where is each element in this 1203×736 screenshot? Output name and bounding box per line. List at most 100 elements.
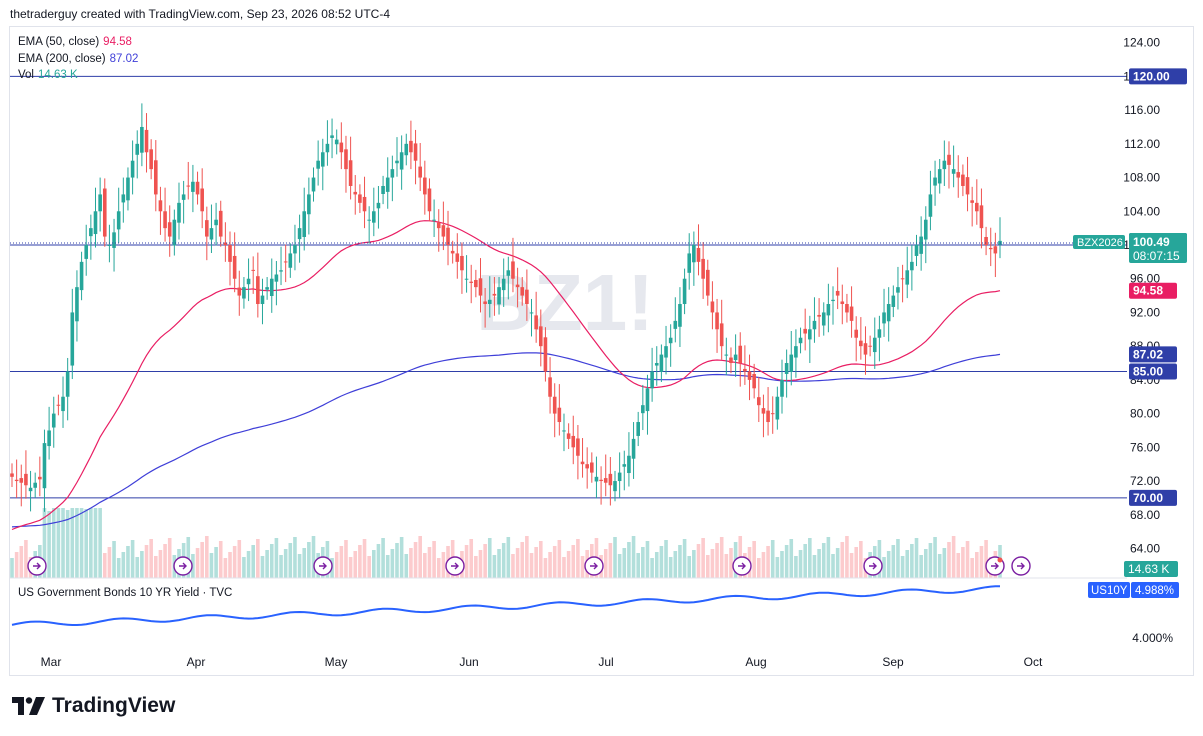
ema200-legend-value: 87.02 [109, 53, 139, 65]
volume-bar [970, 558, 974, 578]
volume-bar [153, 556, 158, 578]
volume-bar [367, 556, 371, 578]
volume-bar [548, 552, 552, 578]
badge-yield-symbol: US10Y [1091, 585, 1128, 597]
candle-body [84, 245, 89, 259]
candle-body [242, 287, 246, 299]
volume-bar [900, 556, 905, 578]
volume-bar [10, 558, 14, 578]
volume-bar [205, 536, 209, 578]
volume-bar [923, 549, 928, 578]
candle-body [548, 377, 552, 397]
volume-bar [654, 552, 659, 578]
candle-body [710, 301, 715, 313]
volume-bar [617, 554, 622, 578]
candle-body [302, 211, 307, 237]
candle-body [483, 301, 487, 305]
candle-body [214, 219, 218, 226]
volume-bar [334, 552, 339, 578]
ema200-legend[interactable]: EMA (200, close) 87.02 [18, 53, 138, 65]
candle-body [362, 196, 367, 212]
volume-bar [93, 508, 98, 578]
yield-legend[interactable]: US Government Bonds 10 YR Yield · TVC [18, 587, 233, 599]
volume-bar [492, 555, 497, 578]
ema50-legend[interactable]: EMA (50, close) 94.58 [18, 36, 132, 48]
volume-bar [840, 542, 845, 578]
chart-frame [9, 26, 1194, 676]
candle-body [775, 396, 780, 420]
volume-bar [789, 539, 794, 578]
volume-bar [191, 554, 195, 578]
volume-bar [167, 538, 172, 578]
badge-last-bg [1129, 233, 1187, 263]
volume-bar [464, 545, 469, 578]
volume-bar [14, 552, 19, 578]
volume-bar [770, 540, 775, 578]
volume-bar [61, 508, 65, 578]
badge-vol-bg [1124, 561, 1178, 577]
volume-bar [687, 556, 692, 578]
tradingview-logo[interactable]: TradingView [12, 694, 175, 718]
candle-body [265, 287, 269, 290]
volume-bar [650, 558, 654, 578]
volume-bar [116, 558, 121, 578]
candle-body [33, 482, 37, 488]
volume-bar [348, 557, 353, 578]
volume-bar [673, 551, 678, 578]
candle-body [56, 404, 61, 406]
volume-bar [297, 554, 302, 578]
time-axis-label: Oct [1024, 655, 1043, 669]
volume-bar [149, 539, 153, 578]
candle-body [571, 435, 576, 448]
volume-bar [228, 552, 232, 578]
volume-bar [831, 554, 835, 578]
badge-symbol-bg [1073, 235, 1125, 249]
badge-120: 120.00 [1133, 69, 1170, 83]
event-arrow-icon [319, 562, 327, 570]
candle-body [320, 152, 325, 167]
candle-body [808, 329, 812, 340]
candle-body [529, 312, 534, 314]
volume-bar [158, 550, 163, 578]
ema200-line [11, 352, 1001, 528]
badge-yield-value-bg [1131, 582, 1179, 598]
candle-body [886, 304, 891, 322]
badge-vol: 14.63 K [1128, 562, 1169, 576]
candle-body [585, 464, 589, 469]
volume-bar [413, 542, 418, 578]
volume-bar [534, 547, 538, 578]
candle-body [821, 312, 826, 326]
volume-bar [886, 551, 891, 578]
volume-bar [218, 541, 223, 578]
badge-yield-symbol-bg [1088, 582, 1130, 598]
yield-tick-label: 4.000% [1132, 631, 1173, 645]
volume-bar [487, 538, 492, 578]
volume-bar [664, 540, 668, 578]
candle-body [719, 323, 724, 347]
volume-bar [756, 558, 761, 578]
candle-body [687, 253, 692, 273]
volume-bar [817, 549, 821, 578]
candle-body [993, 246, 998, 254]
event-arrow-icon [869, 562, 877, 570]
candle-body [701, 258, 705, 279]
candle-body [566, 433, 571, 439]
volume-bar [882, 557, 886, 578]
candle-body [89, 228, 93, 237]
volume-bar [891, 545, 896, 578]
volume-bar [622, 548, 627, 578]
volume-bar [478, 550, 483, 578]
candle-body [594, 476, 599, 482]
candle-body [237, 287, 242, 296]
candle-body [427, 188, 432, 212]
event-icons [27, 556, 1031, 576]
candle-body [780, 379, 784, 397]
vol-legend[interactable]: Vol 14.63 K [18, 69, 78, 81]
volume-bar [905, 550, 910, 578]
volume-bar [302, 548, 307, 578]
candle-body [970, 200, 974, 203]
candle-body [93, 211, 98, 235]
candle-body [325, 143, 330, 153]
candle-body [692, 245, 696, 263]
